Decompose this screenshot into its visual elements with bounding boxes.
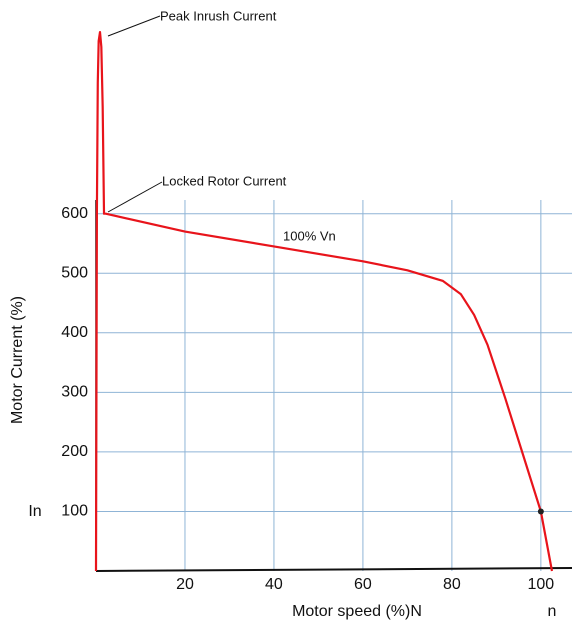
leader-line xyxy=(107,15,161,37)
y-tick-label: 500 xyxy=(61,264,88,281)
y-tick-label: 100 xyxy=(61,503,88,520)
x-tick-label: 40 xyxy=(265,576,283,593)
x-axis xyxy=(95,567,572,572)
x-tick-label: 60 xyxy=(354,576,372,593)
annotation: Locked Rotor Current xyxy=(162,173,287,188)
y-tick-label: 600 xyxy=(61,205,88,222)
y-axis-title: Motor Current (%) xyxy=(9,296,26,424)
x-tick-label: 100 xyxy=(528,576,555,593)
line xyxy=(94,30,554,572)
y-tick-label: 300 xyxy=(61,384,88,401)
y-tick-label: 200 xyxy=(61,443,88,460)
annotation: Peak Inrush Current xyxy=(160,8,277,23)
curve-label: 100% Vn xyxy=(283,228,336,243)
x-axis-title: Motor speed (%)N xyxy=(292,603,422,620)
marker xyxy=(537,508,544,515)
x-tick-label: 20 xyxy=(176,576,194,593)
y-rated-label: In xyxy=(28,503,41,520)
y-tick-label: 400 xyxy=(61,324,88,341)
x-tick-label: 80 xyxy=(443,576,461,593)
leader-line xyxy=(107,181,163,213)
x-end-label: n xyxy=(548,603,557,620)
